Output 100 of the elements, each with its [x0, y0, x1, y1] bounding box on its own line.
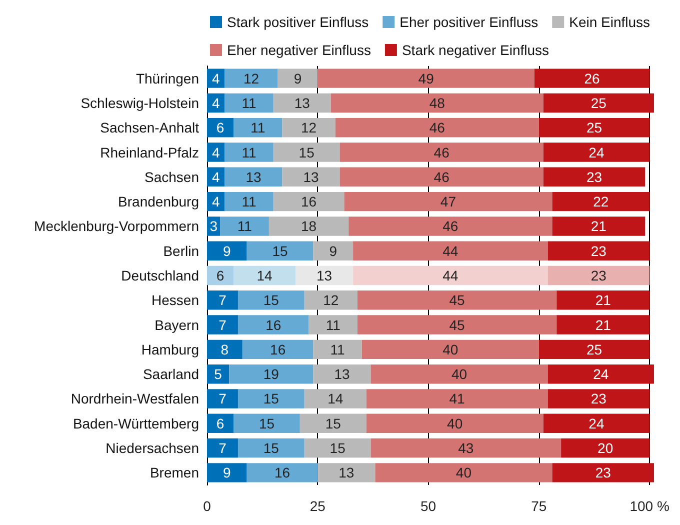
data-label: 16: [274, 464, 290, 481]
bar: [353, 241, 548, 260]
data-label: 15: [263, 440, 280, 456]
y-tick-label: Bayern: [154, 316, 199, 333]
data-label: 16: [270, 341, 286, 358]
y-tick-label: Thüringen: [136, 70, 199, 86]
bar: [234, 118, 282, 138]
data-label: 12: [243, 70, 260, 86]
data-label: 21: [590, 218, 607, 234]
y-tick-label: Hessen: [152, 292, 199, 308]
data-label: 25: [586, 341, 602, 358]
y-tick-label: Deutschland: [121, 268, 199, 284]
data-label: 15: [298, 144, 315, 160]
bar: [207, 389, 238, 408]
data-label: 7: [218, 390, 227, 407]
bar: [224, 93, 274, 113]
data-label: 15: [325, 415, 342, 432]
y-tick-label: Nordrhein-Westfalen: [70, 390, 199, 407]
bar: [246, 463, 318, 482]
data-label: 4: [212, 144, 220, 160]
bar: [548, 389, 650, 408]
y-tick-label: Niedersachsen: [106, 440, 199, 456]
x-tick-label: 25: [310, 498, 326, 514]
data-label: 24: [588, 415, 604, 432]
data-label: 7: [218, 316, 227, 333]
bar: [375, 463, 552, 482]
bar: [282, 167, 340, 187]
data-label: 40: [442, 341, 458, 358]
bar: [548, 364, 654, 384]
data-label: 25: [590, 94, 607, 111]
bar: [561, 438, 650, 458]
data-label: 21: [595, 292, 612, 308]
bar: [268, 216, 349, 236]
bar: [273, 142, 340, 162]
bar: [207, 315, 238, 334]
x-tick-label: 100 %: [630, 498, 670, 514]
bar: [534, 68, 650, 88]
bar: [353, 266, 548, 286]
bar: [340, 142, 544, 162]
data-label: 48: [429, 94, 446, 111]
data-label: 40: [447, 415, 463, 432]
bar: [370, 438, 562, 458]
data-label: 15: [258, 415, 275, 432]
bar: [304, 438, 371, 458]
bar: [207, 290, 238, 310]
bar: [318, 68, 535, 88]
data-label: 7: [218, 440, 227, 456]
data-label: 11: [326, 316, 341, 333]
data-label: 23: [590, 390, 607, 407]
data-label: 45: [449, 316, 466, 333]
data-label: 22: [593, 194, 609, 210]
bar: [220, 216, 269, 236]
bar: [234, 414, 300, 433]
bar: [300, 414, 366, 433]
data-label: 23: [590, 268, 607, 284]
bar: [207, 266, 234, 286]
data-label: 4: [212, 94, 220, 111]
bar: [556, 315, 650, 334]
data-label: 13: [303, 168, 319, 185]
bar: [548, 266, 650, 286]
bar: [313, 241, 354, 260]
data-label: 43: [458, 440, 474, 456]
bar: [335, 118, 539, 138]
data-label: 23: [586, 168, 602, 185]
data-label: 15: [272, 242, 288, 259]
bar: [304, 290, 358, 310]
bar: [552, 192, 650, 212]
bar: [207, 340, 242, 360]
data-label: 9: [294, 70, 302, 86]
bar: [238, 438, 304, 458]
bar: [543, 142, 650, 162]
legend-label: Stark negativer Einfluss: [402, 42, 550, 58]
bar: [273, 93, 331, 113]
bar: [548, 241, 650, 260]
data-label: 41: [449, 390, 466, 407]
bar: [552, 216, 646, 236]
data-label: 46: [442, 218, 458, 234]
data-label: 20: [598, 440, 614, 456]
bar: [229, 364, 314, 384]
y-tick-label: Mecklenburg-Vorpommern: [34, 218, 199, 234]
data-label: 24: [588, 144, 604, 160]
x-tick-label: 75: [531, 498, 547, 514]
data-label: 4: [212, 70, 220, 86]
y-tick-label: Rheinland-Pfalz: [100, 144, 199, 160]
data-label: 45: [449, 292, 466, 308]
data-label: 13: [246, 168, 262, 185]
data-label: 15: [263, 390, 280, 407]
data-label: 7: [218, 292, 227, 308]
data-label: 44: [442, 242, 458, 259]
bar: [207, 438, 238, 458]
bar: [543, 167, 646, 187]
bar: [308, 315, 358, 334]
bar: [207, 414, 234, 433]
data-label: 14: [256, 268, 273, 284]
bar: [246, 241, 314, 260]
x-tick-label: 50: [420, 498, 436, 514]
data-label: 24: [593, 366, 609, 382]
data-label: 9: [329, 242, 338, 259]
data-label: 23: [590, 242, 607, 259]
y-tick-label: Baden-Württemberg: [72, 415, 199, 432]
